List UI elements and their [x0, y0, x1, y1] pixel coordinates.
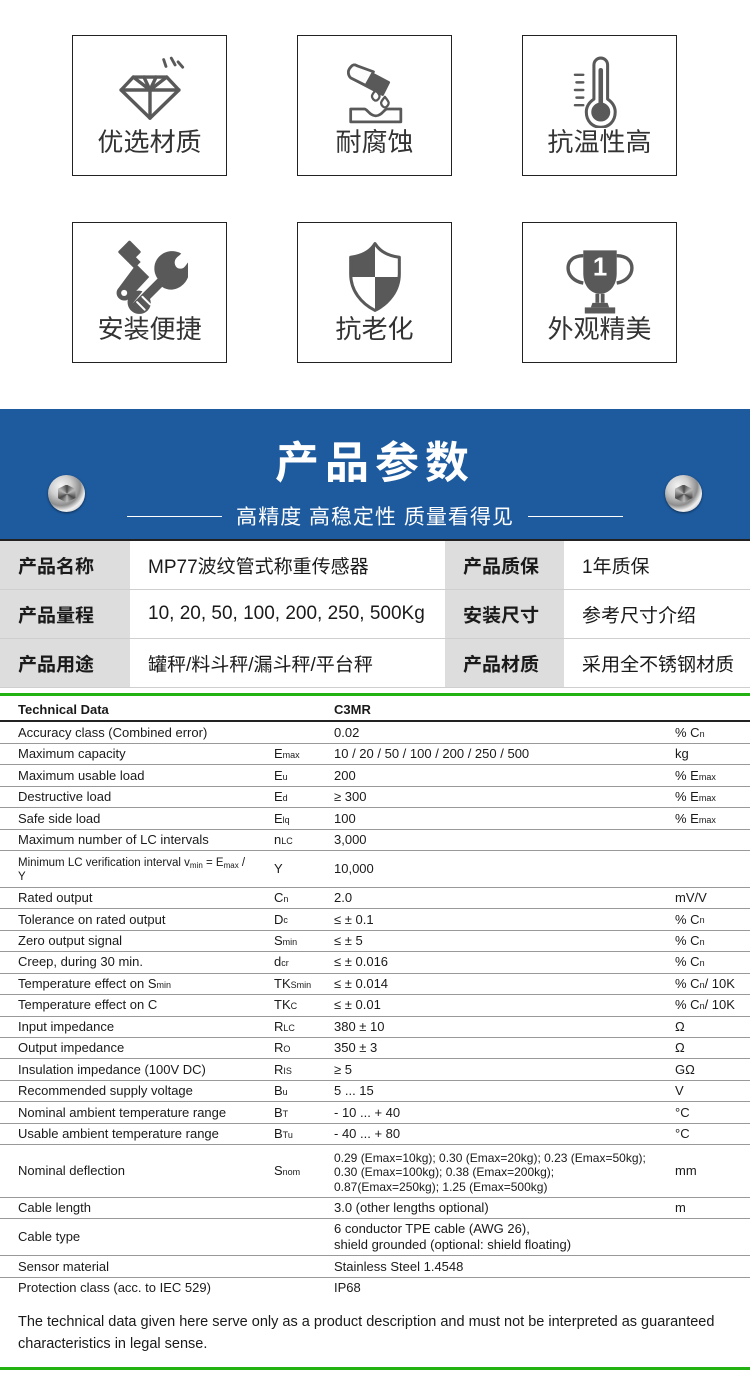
svg-text:1: 1: [592, 253, 606, 281]
